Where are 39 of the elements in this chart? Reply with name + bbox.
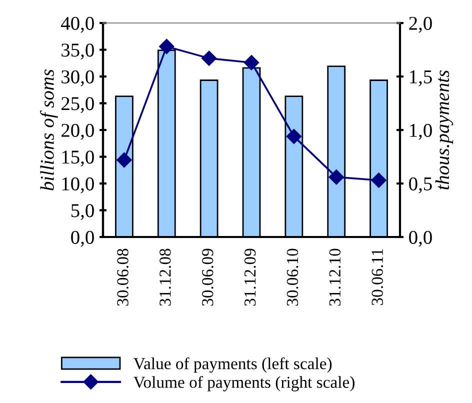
y-tick-label: 25,0 bbox=[61, 97, 94, 113]
y2-tick-label: 0,5 bbox=[409, 177, 432, 194]
y-tick-label: 35,0 bbox=[62, 44, 94, 60]
legend-label: Volume of payments (right scale) bbox=[134, 376, 354, 392]
y-tick-label: 0,0 bbox=[71, 230, 94, 247]
x-tick-label: 30.06.11 bbox=[372, 249, 384, 306]
x-tick-label: 31.12.08 bbox=[160, 248, 171, 306]
point bbox=[202, 50, 217, 66]
y-tick-label: 30,0 bbox=[62, 70, 94, 86]
y-tick-label: 40,0 bbox=[61, 16, 94, 33]
x-tick-label: 30.06.08 bbox=[117, 248, 128, 306]
bar bbox=[200, 80, 218, 237]
bar bbox=[242, 67, 261, 237]
y2-tick-label: 1,0 bbox=[410, 124, 432, 140]
point bbox=[371, 172, 386, 188]
legend-label: Value of payments (left scale) bbox=[134, 357, 332, 373]
bar bbox=[327, 66, 346, 237]
bar bbox=[370, 80, 388, 237]
y-tick-label: 20,0 bbox=[61, 124, 94, 140]
point bbox=[159, 38, 174, 54]
y2-axis-title: thous.payments bbox=[435, 70, 454, 190]
bar bbox=[157, 50, 176, 237]
bar bbox=[115, 96, 134, 237]
x-tick-label: 31.12.09 bbox=[244, 248, 256, 306]
x-tick-label: 30.06.09 bbox=[202, 248, 214, 306]
point bbox=[286, 128, 302, 144]
y-axis-title: billions of soms bbox=[40, 70, 58, 190]
y2-tick-label: 1,5 bbox=[410, 70, 432, 86]
y2-tick-label: 0,0 bbox=[409, 230, 432, 247]
x-tick-label: 30.06.10 bbox=[286, 248, 298, 306]
point bbox=[116, 152, 132, 168]
x-tick-label: 31.12.10 bbox=[329, 248, 341, 306]
point bbox=[328, 170, 344, 185]
point bbox=[244, 55, 260, 70]
y-tick-label: 5,0 bbox=[71, 204, 94, 220]
y2-tick-label: 2,0 bbox=[409, 16, 432, 33]
y-tick-label: 15,0 bbox=[62, 150, 94, 166]
y-tick-label: 10,0 bbox=[62, 177, 94, 194]
bar bbox=[284, 96, 304, 237]
